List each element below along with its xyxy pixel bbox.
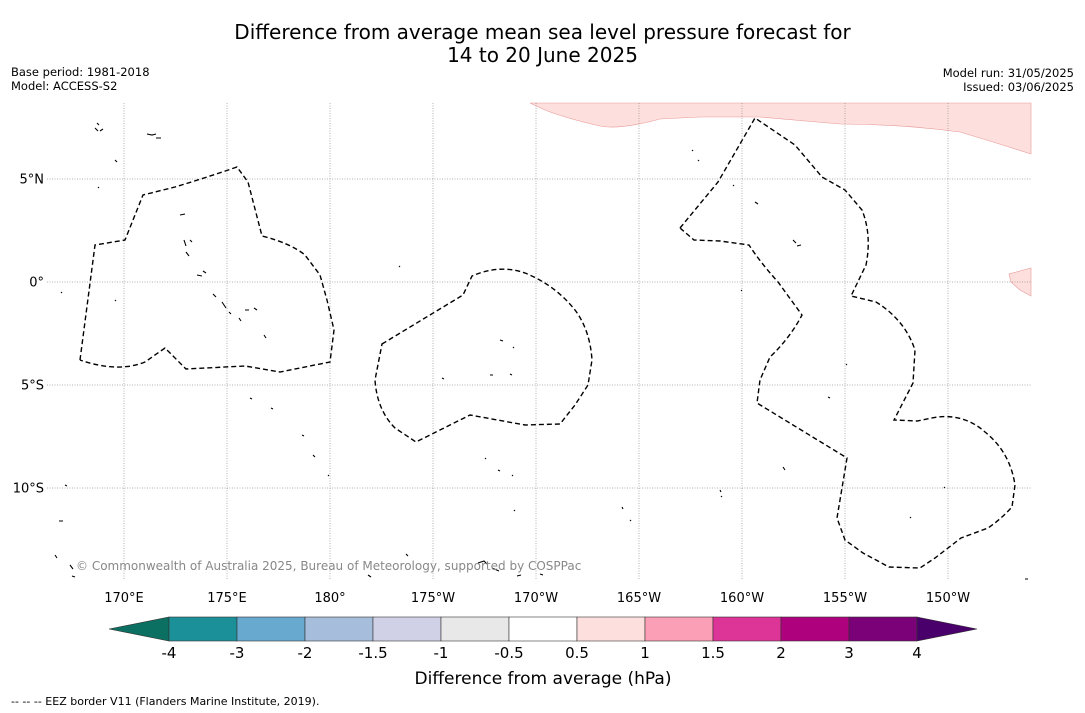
colorbar-swatch-10 [780,616,850,642]
colorbar-swatch-7 [576,616,646,642]
longitude-gridlines [123,103,949,580]
colorbar-title: Difference from average (hPa) [415,669,672,689]
lon-label-175e: 175°E [207,591,247,606]
eez-border-east [679,116,1016,569]
colorbar-tick-5: -1 [434,644,449,662]
lat-label-5n: 5°N [20,173,45,188]
lon-label-180: 180° [314,591,345,606]
base-period-text: Base period: 1981-2018 [11,65,150,79]
meta-right: Model run: 31/05/2025 Issued: 03/06/2025 [943,66,1074,94]
eez-legend-footer: -- -- -- EEZ border V11 (Flanders Marine… [11,695,320,708]
colorbar-tick-4: -1.5 [358,644,387,662]
colorbar-tick-2: -3 [230,644,245,662]
colorbar-swatch-9 [712,616,782,642]
islands [54,122,1028,580]
page-title: Difference from average mean sea level p… [0,21,1085,67]
lat-label-10s: 10°S [13,482,44,497]
colorbar-swatch-5 [440,616,510,642]
colorbar-tick-9: 1.5 [701,644,725,662]
colorbar-tick-6: -0.5 [494,644,523,662]
colorbar-extend-high [916,616,978,642]
colorbar-tick-12: 4 [912,644,922,662]
copyright-text: © Commonwealth of Australia 2025, Bureau… [76,559,581,573]
title-line-2: 14 to 20 June 2025 [447,43,638,67]
model-text: Model: ACCESS-S2 [11,79,118,93]
colorbar-tick-10: 2 [776,644,786,662]
lon-label-150w: 150°W [926,591,970,606]
meta-left: Base period: 1981-2018 Model: ACCESS-S2 [11,65,150,93]
model-run-text: Model run: 31/05/2025 [942,66,1074,80]
colorbar-tick-8: 1 [640,644,650,662]
colorbar-tick-1: -4 [162,644,177,662]
colorbar-swatch-1 [168,616,238,642]
colorbar [108,616,978,642]
title-line-1: Difference from average mean sea level p… [234,20,851,44]
colorbar-swatch-4 [372,616,442,642]
lon-label-170w: 170°W [514,591,558,606]
colorbar-tick-11: 3 [844,644,854,662]
colorbar-tick-3: -2 [298,644,313,662]
lon-label-165w: 165°W [617,591,661,606]
issued-text: Issued: 03/06/2025 [963,80,1074,94]
colorbar-extend-low [108,616,170,642]
lon-label-170e: 170°E [104,591,144,606]
anomaly-shading-north [529,102,1032,155]
latitude-gridlines [47,178,1031,489]
lat-label-5s: 5°S [21,379,44,394]
lon-label-175w: 175°W [411,591,455,606]
lat-label-0: 0° [29,276,44,291]
eez-border-west [79,166,335,373]
colorbar-swatch-2 [236,616,306,642]
eez-border-central [374,268,593,443]
lon-label-160w: 160°W [720,591,764,606]
colorbar-tick-7: 0.5 [565,644,589,662]
colorbar-swatch-11 [848,616,918,642]
colorbar-swatch-6 [508,616,578,642]
colorbar-swatch-8 [644,616,714,642]
lon-label-155w: 155°W [823,591,867,606]
colorbar-swatch-3 [304,616,374,642]
